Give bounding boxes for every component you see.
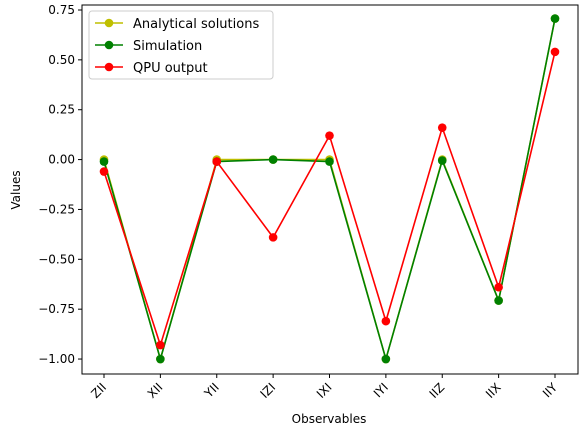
x-axis-label: Observables xyxy=(292,412,367,426)
data-point xyxy=(156,354,165,364)
y-tick-label: −1.00 xyxy=(38,352,75,366)
data-point xyxy=(212,157,222,166)
x-tick-label: IIX xyxy=(483,380,504,401)
y-tick-label: 0.00 xyxy=(48,153,75,167)
legend-marker xyxy=(104,62,114,72)
y-tick-label: 0.75 xyxy=(48,3,75,17)
legend-entry: QPU output xyxy=(133,61,208,76)
x-tick-label: YII xyxy=(201,380,222,401)
data-point xyxy=(99,167,109,176)
x-tick-label: IYI xyxy=(371,380,391,400)
data-point xyxy=(99,157,109,166)
data-point xyxy=(325,131,334,140)
data-point xyxy=(494,296,503,305)
data-point xyxy=(437,156,447,165)
data-point xyxy=(494,282,503,292)
data-point xyxy=(268,155,278,164)
data-point xyxy=(550,14,560,23)
data-point xyxy=(550,47,560,57)
legend-entry: Analytical solutions xyxy=(133,17,259,32)
y-tick-label: −0.75 xyxy=(38,302,75,316)
legend: Analytical solutions Simulation QPU output xyxy=(88,10,274,80)
y-tick-label: 0.25 xyxy=(48,103,75,117)
legend-marker xyxy=(104,18,114,28)
data-point xyxy=(381,316,391,326)
x-tick-label: IIY xyxy=(540,380,561,401)
legend-marker xyxy=(104,40,114,50)
data-point xyxy=(268,233,278,242)
x-tick-label: IXI xyxy=(314,380,335,401)
y-tick-label: −0.50 xyxy=(38,252,75,266)
x-tick-label: ZII xyxy=(88,380,109,401)
data-point xyxy=(325,157,334,166)
y-tick-label: −0.25 xyxy=(38,202,75,216)
y-tick-label: 0.50 xyxy=(48,53,75,67)
x-tick-label: XII xyxy=(145,380,166,401)
data-point xyxy=(437,123,447,132)
data-point xyxy=(381,354,391,364)
legend-box xyxy=(88,10,274,80)
data-point xyxy=(156,340,165,350)
y-axis-label: Values xyxy=(9,170,23,209)
x-tick-label: IIZ xyxy=(427,380,448,401)
x-tick-label: IZI xyxy=(258,380,279,401)
legend-entry: Simulation xyxy=(133,39,202,54)
plot-area xyxy=(99,14,560,364)
series-line-2 xyxy=(103,51,556,348)
